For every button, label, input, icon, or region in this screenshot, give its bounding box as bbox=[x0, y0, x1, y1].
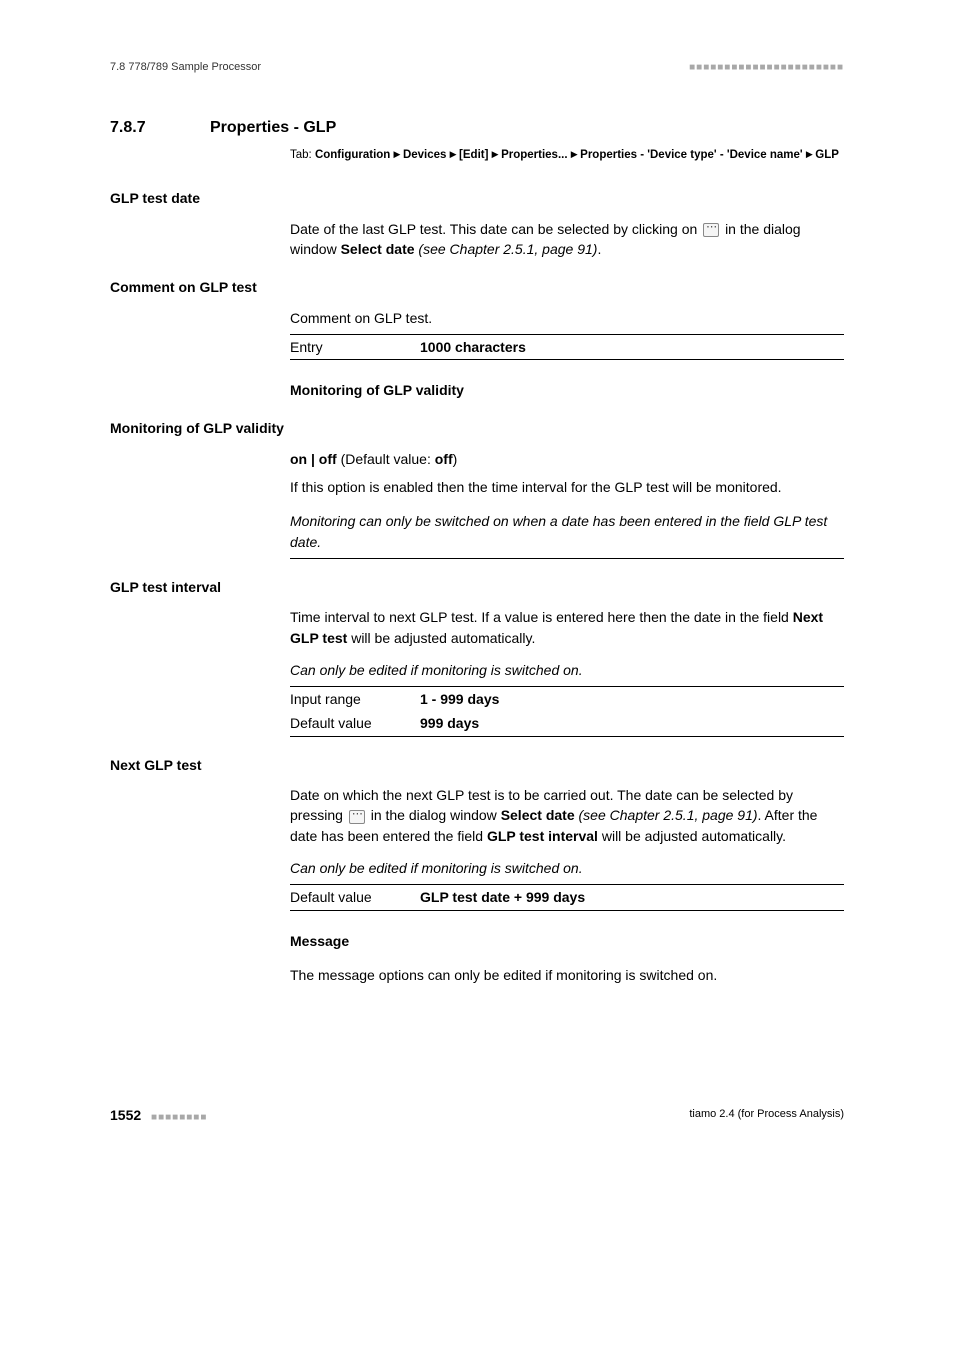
footer-left: 1552 ■■■■■■■■ bbox=[110, 1105, 207, 1126]
section-number: 7.8.7 bbox=[110, 116, 170, 139]
next-text-b: in the dialog window bbox=[371, 807, 501, 823]
next-default-value: GLP test date + 999 days bbox=[420, 887, 844, 907]
onoff-default-suffix: ) bbox=[453, 451, 458, 467]
glp-test-date-body: Date of the last GLP test. This date can… bbox=[290, 219, 844, 260]
monitoring-heading: Monitoring of GLP validity bbox=[110, 418, 844, 438]
tab-part-6: GLP bbox=[815, 149, 839, 161]
next-glp-interval: GLP test interval bbox=[487, 828, 598, 844]
next-block: Date on which the next GLP test is to be… bbox=[290, 785, 844, 910]
onoff-default-prefix: (Default value: bbox=[337, 451, 435, 467]
header-section-ref: 7.8 778/789 Sample Processor bbox=[110, 60, 261, 76]
footer-product: tiamo 2.4 (for Process Analysis) bbox=[689, 1107, 844, 1123]
footer-decor-squares: ■■■■■■■■ bbox=[151, 1112, 207, 1123]
page-header: 7.8 778/789 Sample Processor ■■■■■■■■■■■… bbox=[110, 60, 844, 76]
tab-part-1: Configuration bbox=[315, 149, 390, 161]
tab-part-3: [Edit] bbox=[459, 149, 488, 161]
monitoring-text: If this option is enabled then the time … bbox=[290, 477, 844, 497]
glp-date-chapter-ref: (see Chapter 2.5.1, page 91) bbox=[418, 241, 597, 257]
comment-heading: Comment on GLP test bbox=[110, 277, 844, 297]
interval-heading: GLP test interval bbox=[110, 577, 844, 597]
next-note: Can only be edited if monitoring is swit… bbox=[290, 858, 844, 878]
onoff-values: on | off bbox=[290, 451, 337, 467]
ellipsis-icon bbox=[703, 223, 719, 237]
table-row: Entry 1000 characters bbox=[290, 335, 844, 359]
comment-block: Comment on GLP test. Entry 1000 characte… bbox=[290, 308, 844, 361]
monitoring-note: Monitoring can only be switched on when … bbox=[290, 513, 827, 549]
next-text: Date on which the next GLP test is to be… bbox=[290, 785, 844, 846]
next-chapter-ref: (see Chapter 2.5.1, page 91) bbox=[579, 807, 758, 823]
triangle-icon: ▶ bbox=[394, 149, 403, 159]
monitoring-section-title: Monitoring of GLP validity bbox=[290, 380, 844, 400]
interval-table: Input range 1 - 999 days Default value 9… bbox=[290, 687, 844, 737]
tab-part-4: Properties... bbox=[501, 149, 567, 161]
table-row: Default value GLP test date + 999 days bbox=[290, 885, 844, 909]
comment-entry-table: Entry 1000 characters bbox=[290, 334, 844, 360]
interval-text: Time interval to next GLP test. If a val… bbox=[290, 607, 844, 648]
next-text-d: will be adjusted automatically. bbox=[598, 828, 786, 844]
monitoring-block: on | off (Default value: off) If this op… bbox=[290, 449, 844, 559]
glp-test-date-heading: GLP test date bbox=[110, 188, 844, 208]
interval-text-c: will be adjusted automatically. bbox=[347, 630, 535, 646]
table-row: Default value 999 days bbox=[290, 711, 844, 735]
message-heading: Message bbox=[290, 931, 844, 951]
interval-default-value: 999 days bbox=[420, 713, 844, 733]
next-default-label: Default value bbox=[290, 887, 420, 907]
entry-label: Entry bbox=[290, 337, 420, 357]
comment-text: Comment on GLP test. bbox=[290, 308, 844, 328]
triangle-icon: ▶ bbox=[571, 149, 580, 159]
next-select-date: Select date bbox=[501, 807, 575, 823]
section-heading: 7.8.7 Properties - GLP bbox=[110, 116, 844, 139]
header-decor-squares: ■■■■■■■■■■■■■■■■■■■■■■ bbox=[689, 61, 844, 76]
tab-prefix: Tab: bbox=[290, 149, 315, 161]
tab-part-5: Properties - 'Device type' - 'Device nam… bbox=[580, 149, 803, 161]
interval-note: Can only be edited if monitoring is swit… bbox=[290, 660, 844, 680]
monitoring-onoff: on | off (Default value: off) bbox=[290, 449, 844, 469]
entry-value: 1000 characters bbox=[420, 337, 844, 357]
triangle-icon: ▶ bbox=[806, 149, 815, 159]
glp-date-text-a: Date of the last GLP test. This date can… bbox=[290, 221, 701, 237]
tab-path: Tab: Configuration ▶ Devices ▶ [Edit] ▶ … bbox=[290, 147, 844, 164]
select-date-label: Select date bbox=[341, 241, 415, 257]
tab-part-2: Devices bbox=[403, 149, 446, 161]
triangle-icon: ▶ bbox=[492, 149, 501, 159]
monitoring-note-block: Monitoring can only be switched on when … bbox=[290, 511, 844, 559]
next-table: Default value GLP test date + 999 days bbox=[290, 885, 844, 910]
triangle-icon: ▶ bbox=[450, 149, 459, 159]
onoff-default-value: off bbox=[435, 451, 453, 467]
interval-range-value: 1 - 999 days bbox=[420, 689, 844, 709]
section-title: Properties - GLP bbox=[210, 116, 336, 139]
interval-text-a: Time interval to next GLP test. If a val… bbox=[290, 609, 793, 625]
message-text: The message options can only be edited i… bbox=[290, 965, 844, 985]
page-footer: 1552 ■■■■■■■■ tiamo 2.4 (for Process Ana… bbox=[110, 1105, 844, 1126]
table-row: Input range 1 - 999 days bbox=[290, 687, 844, 711]
ellipsis-icon bbox=[349, 810, 365, 824]
interval-default-label: Default value bbox=[290, 713, 420, 733]
glp-date-period: . bbox=[597, 241, 601, 257]
footer-page-number: 1552 bbox=[110, 1107, 141, 1123]
interval-range-label: Input range bbox=[290, 689, 420, 709]
next-heading: Next GLP test bbox=[110, 755, 844, 775]
interval-block: Time interval to next GLP test. If a val… bbox=[290, 607, 844, 736]
